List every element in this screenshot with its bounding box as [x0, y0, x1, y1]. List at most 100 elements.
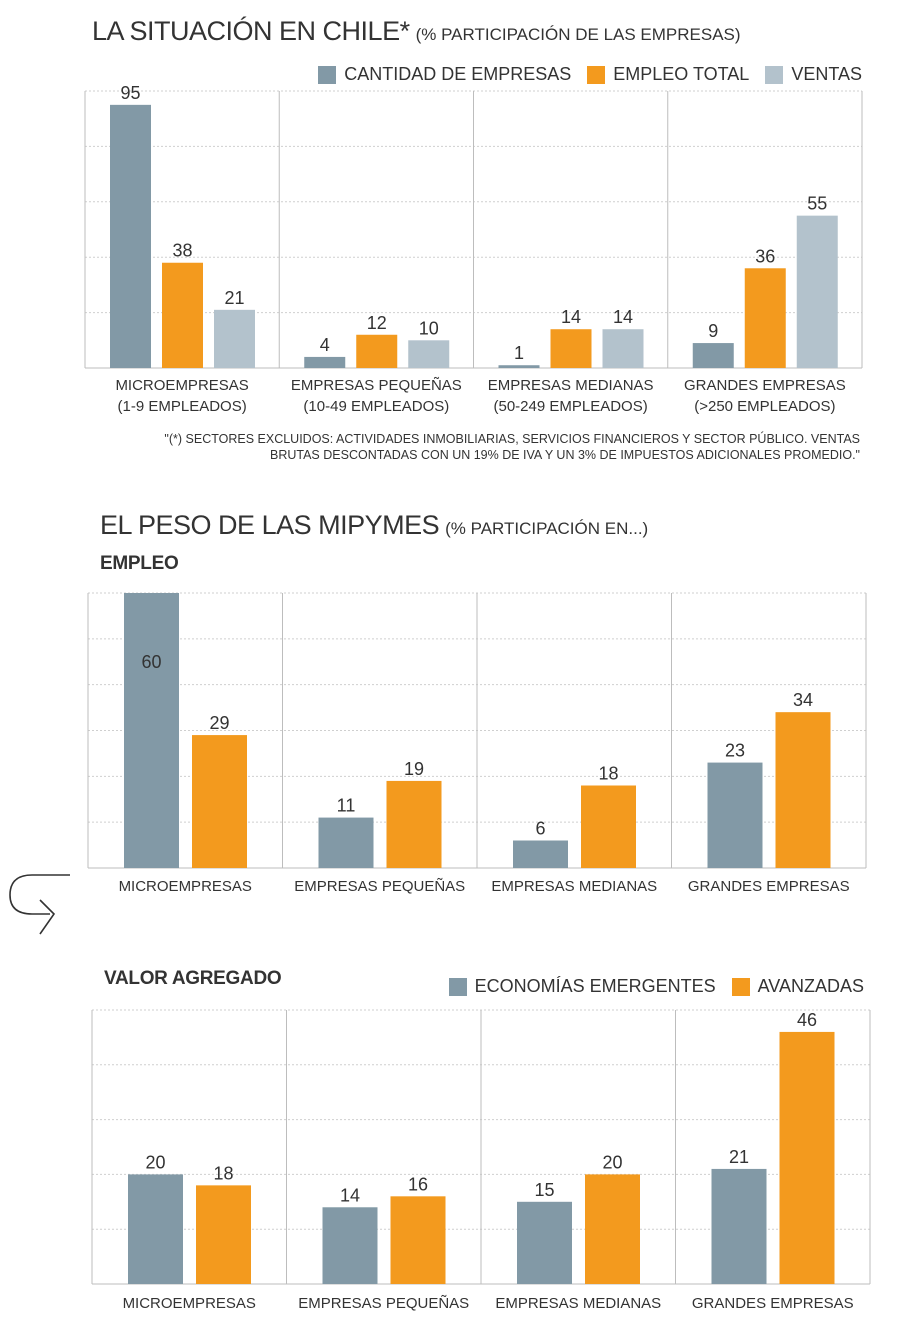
chart1-legend: CANTIDAD DE EMPRESAS EMPLEO TOTAL VENTAS [302, 64, 862, 85]
bar [513, 840, 568, 868]
legend-label-avanzadas: AVANZADAS [757, 976, 864, 996]
data-label: 36 [755, 246, 775, 266]
data-label: 21 [224, 288, 244, 308]
chart1-title-block: LA SITUACIÓN EN CHILE* (% PARTICIPACIÓN D… [92, 16, 741, 47]
data-label: 11 [337, 796, 356, 816]
data-label: 10 [419, 318, 439, 338]
data-label: 18 [598, 764, 618, 784]
legend-label-cantidad: CANTIDAD DE EMPRESAS [344, 64, 572, 84]
footnote-line-1: "(*) SECTORES EXCLUIDOS: ACTIVIDADES INM… [164, 432, 860, 446]
bar [581, 785, 636, 868]
data-label: 18 [213, 1163, 233, 1183]
bar [498, 365, 540, 368]
data-label: 29 [209, 713, 229, 733]
data-label: 55 [807, 194, 827, 214]
data-label: 34 [793, 690, 813, 710]
bar [775, 712, 831, 868]
legend-item-emergentes: ECONOMÍAS EMERGENTES [448, 976, 716, 997]
x-tick-label: MICROEMPRESAS [123, 1295, 256, 1312]
legend-swatch-light [765, 65, 784, 84]
data-label: 23 [725, 741, 745, 761]
bar [390, 1196, 446, 1284]
bar [550, 329, 592, 368]
data-label: 95 [120, 83, 140, 103]
data-label: 9 [708, 321, 718, 341]
legend-label-emergentes: ECONOMÍAS EMERGENTES [474, 976, 716, 996]
chart2-subtitle: (% PARTICIPACIÓN EN...) [445, 519, 649, 538]
x-tick-label: (10-49 EMPLEADOS) [303, 398, 449, 415]
x-tick-label: GRANDES EMPRESAS [692, 1295, 854, 1312]
x-tick-label: EMPRESAS MEDIANAS [488, 377, 654, 394]
x-tick-label: (>250 EMPLEADOS) [694, 398, 835, 415]
chart2-section-label: EMPLEO [100, 553, 179, 574]
legend-item-cantidad: CANTIDAD DE EMPRESAS [318, 64, 571, 85]
bar [214, 309, 255, 368]
bar [318, 817, 374, 868]
footnote-line-2: BRUTAS DESCONTADAS CON UN 19% DE IVA Y U… [270, 448, 860, 462]
data-label: 12 [367, 313, 387, 333]
legend-swatch-orange [587, 65, 606, 84]
chart3-legend: ECONOMÍAS EMERGENTES AVANZADAS [433, 976, 864, 997]
bar [744, 268, 786, 368]
data-label: 60 [141, 652, 161, 672]
data-label: 14 [613, 307, 633, 327]
chart1-footnote: "(*) SECTORES EXCLUIDOS: ACTIVIDADES INM… [60, 431, 860, 463]
data-label: 20 [602, 1152, 622, 1172]
bar [192, 735, 247, 868]
data-label: 1 [514, 343, 524, 363]
continue-arrow-icon [9, 874, 70, 935]
x-tick-label: MICROEMPRESAS [119, 878, 252, 895]
bar [711, 1168, 767, 1284]
chart2-title: EL PESO DE LAS MIPYMES [100, 510, 440, 540]
chart2-svg: 60 29 MICROEMPRESAS 11 19 EMPRESAS PEQUEÑAS 6 1… [87, 592, 867, 895]
x-tick-label: EMPRESAS PEQUEÑAS [298, 1295, 469, 1312]
legend-swatch-gray [448, 977, 467, 996]
data-label: 21 [729, 1147, 749, 1167]
chart3-section-label: VALOR AGREGADO [104, 968, 282, 989]
legend-label-empleo: EMPLEO TOTAL [613, 64, 750, 84]
data-label: 6 [535, 819, 545, 839]
x-tick-label: EMPRESAS MEDIANAS [491, 878, 657, 895]
chart1-subtitle: (% PARTICIPACIÓN DE LAS EMPRESAS) [415, 25, 741, 44]
bar [796, 215, 838, 368]
bar [707, 762, 763, 868]
bar [110, 104, 151, 368]
chart2-title-block: EL PESO DE LAS MIPYMES (% PARTICIPACIÓN E… [100, 510, 648, 541]
chart3-svg: 20 18 MICROEMPRESAS 14 16 EMPRESAS PEQUEÑAS 15… [91, 1009, 871, 1312]
data-label: 38 [172, 241, 192, 261]
bar [322, 1207, 378, 1284]
bar [585, 1174, 640, 1284]
data-label: 46 [797, 1010, 817, 1030]
bar [602, 329, 644, 368]
x-tick-label: (1-9 EMPLEADOS) [118, 398, 247, 415]
bar [162, 262, 203, 368]
bar [386, 780, 442, 868]
x-tick-label: EMPRESAS PEQUEÑAS [291, 377, 462, 394]
data-label: 4 [320, 335, 330, 355]
bar [128, 1174, 183, 1284]
legend-label-ventas: VENTAS [791, 64, 862, 84]
bar [196, 1185, 251, 1284]
chart1-title: LA SITUACIÓN EN CHILE* [92, 16, 410, 46]
bar [692, 343, 734, 368]
bar [517, 1201, 572, 1284]
legend-item-avanzadas: AVANZADAS [731, 976, 864, 997]
data-label: 14 [340, 1185, 360, 1205]
x-tick-label: (50-249 EMPLEADOS) [494, 398, 648, 415]
data-label: 19 [404, 759, 424, 779]
x-tick-label: EMPRESAS PEQUEÑAS [294, 878, 465, 895]
x-tick-label: GRANDES EMPRESAS [688, 878, 850, 895]
legend-item-empleo: EMPLEO TOTAL [587, 64, 749, 85]
x-tick-label: MICROEMPRESAS [115, 377, 248, 394]
x-tick-label: EMPRESAS MEDIANAS [495, 1295, 661, 1312]
chart1-svg: 95 38 21 MICROEMPRESAS (1-9 EMPLEADOS) 4 12 10 E… [84, 83, 863, 415]
data-label: 15 [534, 1180, 554, 1200]
bar [124, 593, 179, 868]
x-tick-label: GRANDES EMPRESAS [684, 377, 846, 394]
bar [779, 1031, 835, 1284]
bar [356, 334, 398, 368]
legend-item-ventas: VENTAS [765, 64, 862, 85]
bar [408, 340, 450, 368]
data-label: 16 [408, 1174, 428, 1194]
legend-swatch-gray [318, 65, 337, 84]
